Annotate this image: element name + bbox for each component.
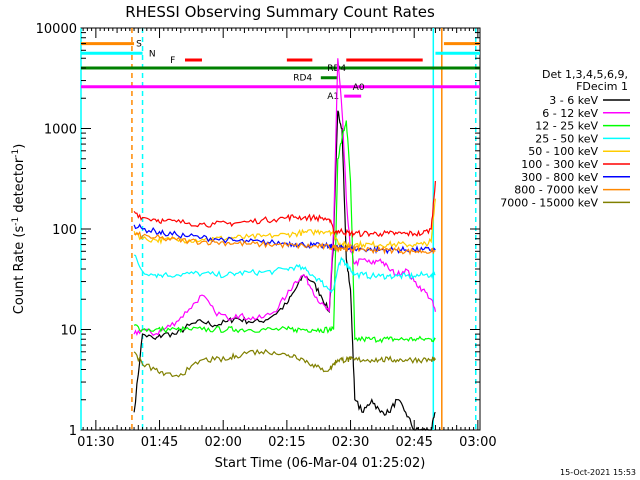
legend-header-detectors: Det 1,3,4,5,6,9,	[542, 68, 628, 81]
x-tick-label: 02:30	[332, 435, 369, 450]
legend-entry-label: 6 - 12 keV	[542, 107, 598, 120]
flag-bar-label: A1	[327, 92, 339, 102]
series-line	[133, 230, 436, 256]
series-line	[133, 110, 436, 431]
x-axis-label: Start Time (06-Mar-04 01:25:02)	[215, 456, 426, 471]
x-tick-label: 02:15	[268, 435, 305, 450]
series-line	[133, 180, 436, 239]
series-lines	[133, 58, 436, 431]
flag-bars: SN F RD4 RD4 A1 A0	[81, 40, 480, 102]
flag-bar-label: N	[149, 49, 156, 59]
series-line	[133, 58, 436, 337]
x-tick-label: 01:45	[141, 435, 178, 450]
flag-bar-label: S	[136, 40, 142, 50]
series-line	[133, 120, 436, 344]
y-axis-ticks: 1 10 100 1000 10000	[36, 22, 480, 439]
y-tick-label: 1	[69, 424, 77, 439]
plot-frame	[80, 27, 481, 431]
flag-bar-label: RD4	[293, 74, 312, 84]
series-line	[133, 348, 436, 378]
y-tick-label: 10000	[36, 22, 77, 37]
x-tick-label: 02:00	[204, 435, 241, 450]
x-tick-label: 02:45	[395, 435, 432, 450]
legend-entry-label: 100 - 300 keV	[521, 158, 598, 171]
flag-bar-label: A0	[353, 83, 365, 93]
y-axis-label: Count Rate (s-1 detector-1)	[11, 144, 27, 315]
x-tick-label: 03:00	[459, 435, 496, 450]
chart-title: RHESSI Observing Summary Count Rates	[125, 3, 435, 21]
flag-bar-label: F	[170, 56, 175, 66]
legend-entry-label: 300 - 800 keV	[521, 171, 598, 184]
render-timestamp: 15-Oct-2021 15:53	[560, 468, 636, 477]
legend-entry-label: 3 - 6 keV	[549, 94, 598, 107]
x-axis-ticks: 01:30 01:45 02:00 02:15 02:30 02:45 03:00	[77, 28, 497, 450]
flag-bar-label: RD4	[327, 64, 346, 74]
legend-entry-label: 7000 - 15000 keV	[500, 196, 598, 209]
y-tick-label: 100	[52, 223, 77, 238]
x-tick-label: 01:30	[77, 435, 114, 450]
legend-header-fdecim: FDecim 1	[576, 80, 628, 93]
plot-area	[80, 27, 481, 431]
y-tick-label: 10	[60, 324, 77, 339]
y-tick-label: 1000	[44, 123, 77, 138]
series-line	[133, 254, 436, 294]
legend-entry-label: 50 - 100 keV	[528, 145, 598, 158]
vertical-markers	[80, 28, 477, 430]
legend-entry-label: 12 - 25 keV	[535, 120, 598, 133]
legend-entry-label: 800 - 7000 keV	[514, 184, 598, 197]
legend-entry-label: 25 - 50 keV	[535, 132, 598, 145]
